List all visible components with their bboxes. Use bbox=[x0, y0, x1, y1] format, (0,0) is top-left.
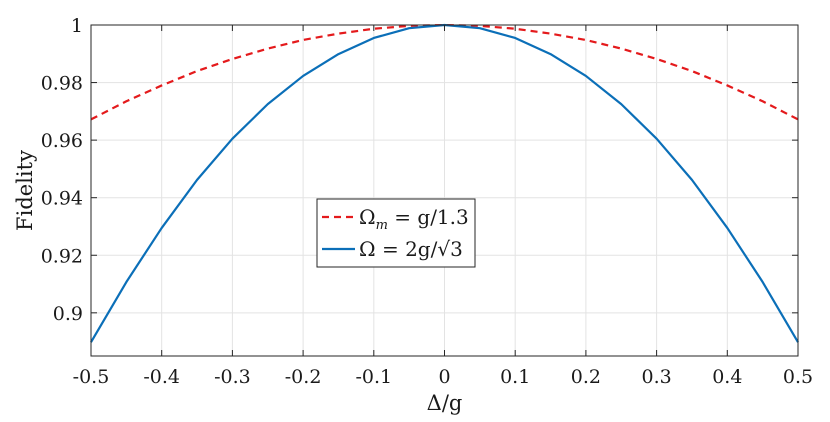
x-axis-title: Δ/g bbox=[427, 391, 463, 415]
x-tick-label: -0.2 bbox=[285, 366, 322, 388]
x-tick-label: -0.3 bbox=[214, 366, 251, 388]
y-tick-label: 1 bbox=[71, 15, 83, 37]
axis-ticks: -0.5 -0.4 -0.3 -0.2 -0.1 0 0.1 0.2 0.3 0.4 0.5 0.9 0… bbox=[41, 15, 813, 388]
x-tick-label: -0.1 bbox=[355, 366, 392, 388]
x-tick-label: 0.5 bbox=[783, 366, 813, 388]
x-tick-label: -0.4 bbox=[143, 366, 180, 388]
y-tick-label: 0.98 bbox=[41, 73, 83, 95]
y-axis-title: Fidelity bbox=[13, 150, 37, 231]
x-tick-label: 0 bbox=[438, 366, 450, 388]
y-tick-label: 0.9 bbox=[53, 303, 83, 325]
x-tick-label: 0.1 bbox=[500, 366, 530, 388]
y-tick-label: 0.96 bbox=[41, 130, 83, 152]
legend-label-1: Ω = 2g/√3 bbox=[359, 237, 463, 261]
y-tick-label: 0.94 bbox=[41, 188, 83, 210]
x-tick-label: 0.2 bbox=[571, 366, 601, 388]
grid bbox=[90, 24, 799, 356]
x-tick-label: 0.4 bbox=[712, 366, 742, 388]
legend-box bbox=[316, 198, 476, 268]
legend-label-0: Ωm = g/1.3 bbox=[359, 205, 469, 233]
y-tick-label: 0.92 bbox=[41, 245, 83, 267]
x-tick-label: -0.5 bbox=[73, 366, 110, 388]
x-tick-label: 0.3 bbox=[641, 366, 671, 388]
legend: Ωm = g/1.3 Ω = 2g/√3 bbox=[316, 198, 476, 268]
